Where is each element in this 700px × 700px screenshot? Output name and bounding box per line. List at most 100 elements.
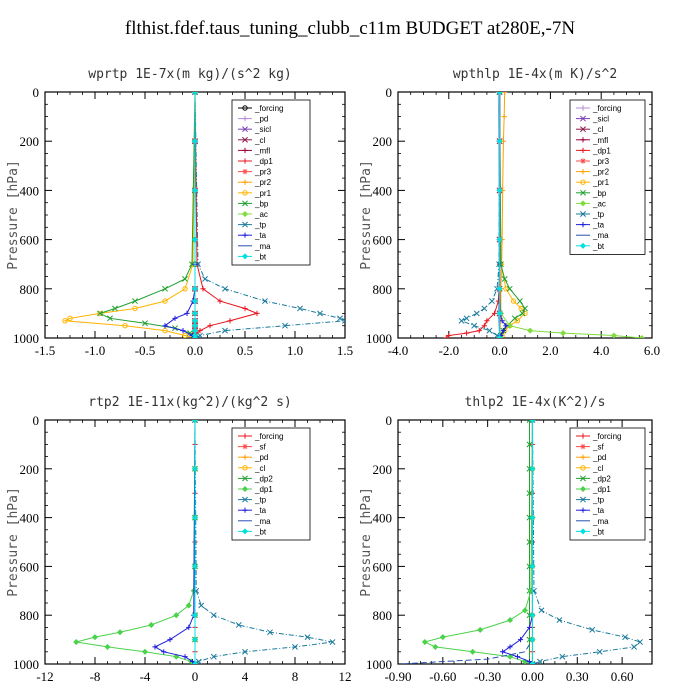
- y-axis-label: Pressure [hPa]: [359, 487, 374, 597]
- x-tick-label: -2.0: [439, 343, 460, 358]
- x-tick-label: 0.30: [566, 669, 589, 684]
- legend: _forcing_pd_sicl_cl_mfl_dp1_pr3_pr2_pr1_…: [231, 99, 311, 266]
- series-point: [173, 612, 180, 619]
- series-line: [98, 92, 196, 338]
- legend-label: _sf: [254, 443, 266, 452]
- series-point: [507, 617, 514, 624]
- series-point: [496, 92, 503, 95]
- y-tick-label: 600: [20, 233, 40, 248]
- x-tick-label: 0.0: [187, 343, 203, 358]
- legend-label: _mfl: [592, 136, 608, 145]
- series-point: [132, 305, 138, 312]
- series-point: [502, 92, 508, 95]
- series-point: [184, 310, 190, 316]
- legend-marker: [580, 179, 586, 185]
- series-line: [63, 92, 196, 338]
- series-point: [191, 285, 199, 292]
- y-tick-label: 800: [20, 608, 40, 623]
- x-tick-label: 0: [192, 669, 199, 684]
- legend-label: _pr2: [592, 168, 610, 177]
- series-point: [185, 602, 192, 609]
- x-tick-label: -4.0: [388, 343, 409, 358]
- chart-panel-1: wprtp 1E-7x(m kg)/(s^2 kg) Pressure [hPa]…: [6, 67, 353, 358]
- series-point: [486, 327, 493, 334]
- series-point: [499, 318, 505, 324]
- x-tick-label: -1.0: [85, 343, 106, 358]
- series-point: [489, 298, 495, 305]
- series-point: [463, 330, 470, 336]
- series-point: [503, 286, 509, 292]
- y-tick-label: 0: [33, 85, 40, 100]
- legend-label: _ta: [254, 231, 267, 240]
- series-point: [529, 563, 536, 570]
- legend-marker: [580, 433, 586, 439]
- x-tick-label: 2.0: [542, 343, 558, 358]
- series-point: [200, 286, 206, 292]
- chart-panel-2: wpthlp 1E-4x(m K)/s^2 Pressure [hPa] -4.0 -…: [359, 67, 660, 358]
- legend-label: _bt: [592, 242, 605, 251]
- legend-label: _ac: [254, 210, 268, 219]
- series-point: [162, 323, 168, 329]
- legend-marker: [580, 454, 586, 460]
- series-point: [112, 305, 118, 312]
- series-point: [191, 612, 199, 619]
- series-point: [536, 658, 543, 664]
- series-point: [432, 643, 439, 650]
- series-line: [423, 420, 533, 664]
- series-point: [473, 310, 480, 317]
- legend-label: _ma: [592, 231, 609, 240]
- legend-marker: [242, 200, 248, 207]
- series-point: [526, 490, 533, 497]
- series-point: [282, 322, 288, 329]
- y-tick-label: 400: [373, 183, 393, 198]
- legend-label: _bp: [254, 199, 269, 208]
- legend-marker: [580, 475, 586, 482]
- series-line: [531, 420, 642, 664]
- series-line: [400, 420, 533, 664]
- legend-marker: [242, 116, 248, 122]
- series-point: [637, 639, 644, 645]
- legend-marker: [241, 210, 249, 218]
- series-point: [242, 305, 248, 312]
- series-point: [152, 644, 158, 650]
- series-point: [529, 660, 536, 664]
- series-point: [516, 298, 523, 305]
- series-point: [501, 276, 508, 282]
- series-point: [182, 332, 188, 338]
- series-point: [162, 285, 168, 292]
- series-point: [191, 563, 199, 570]
- series-point: [519, 310, 526, 317]
- series-point: [73, 639, 80, 646]
- series-point: [526, 624, 533, 630]
- series-point: [458, 317, 465, 324]
- series-point: [526, 441, 533, 448]
- legend-marker: [579, 528, 587, 535]
- legend-marker: [242, 496, 248, 503]
- legend-marker: [580, 137, 586, 143]
- series-point: [242, 648, 248, 655]
- series-point: [596, 648, 603, 655]
- series-point: [227, 318, 233, 324]
- series-point: [529, 465, 536, 472]
- legend-marker: [579, 485, 587, 493]
- legend-label: _dp1: [254, 157, 273, 166]
- series-point: [503, 323, 509, 329]
- y-tick-label: 200: [373, 134, 393, 149]
- series-line: [460, 92, 501, 338]
- legend-marker: [580, 189, 586, 196]
- panel-title: rtp2 1E-11x(kg^2)/(kg^2 s): [88, 395, 292, 410]
- legend-marker: [242, 444, 248, 450]
- legend-label: _dp1: [254, 485, 273, 494]
- series-point: [522, 305, 528, 312]
- x-tick-label: 0.5: [237, 343, 253, 358]
- series-point: [529, 420, 536, 423]
- series-point: [496, 236, 503, 243]
- series-point: [496, 138, 503, 145]
- series-point: [589, 626, 596, 633]
- series-point: [186, 624, 192, 630]
- series-point: [521, 607, 529, 614]
- series-point: [610, 332, 617, 338]
- x-tick-label: 1.5: [337, 343, 353, 358]
- legend-marker: [242, 475, 248, 482]
